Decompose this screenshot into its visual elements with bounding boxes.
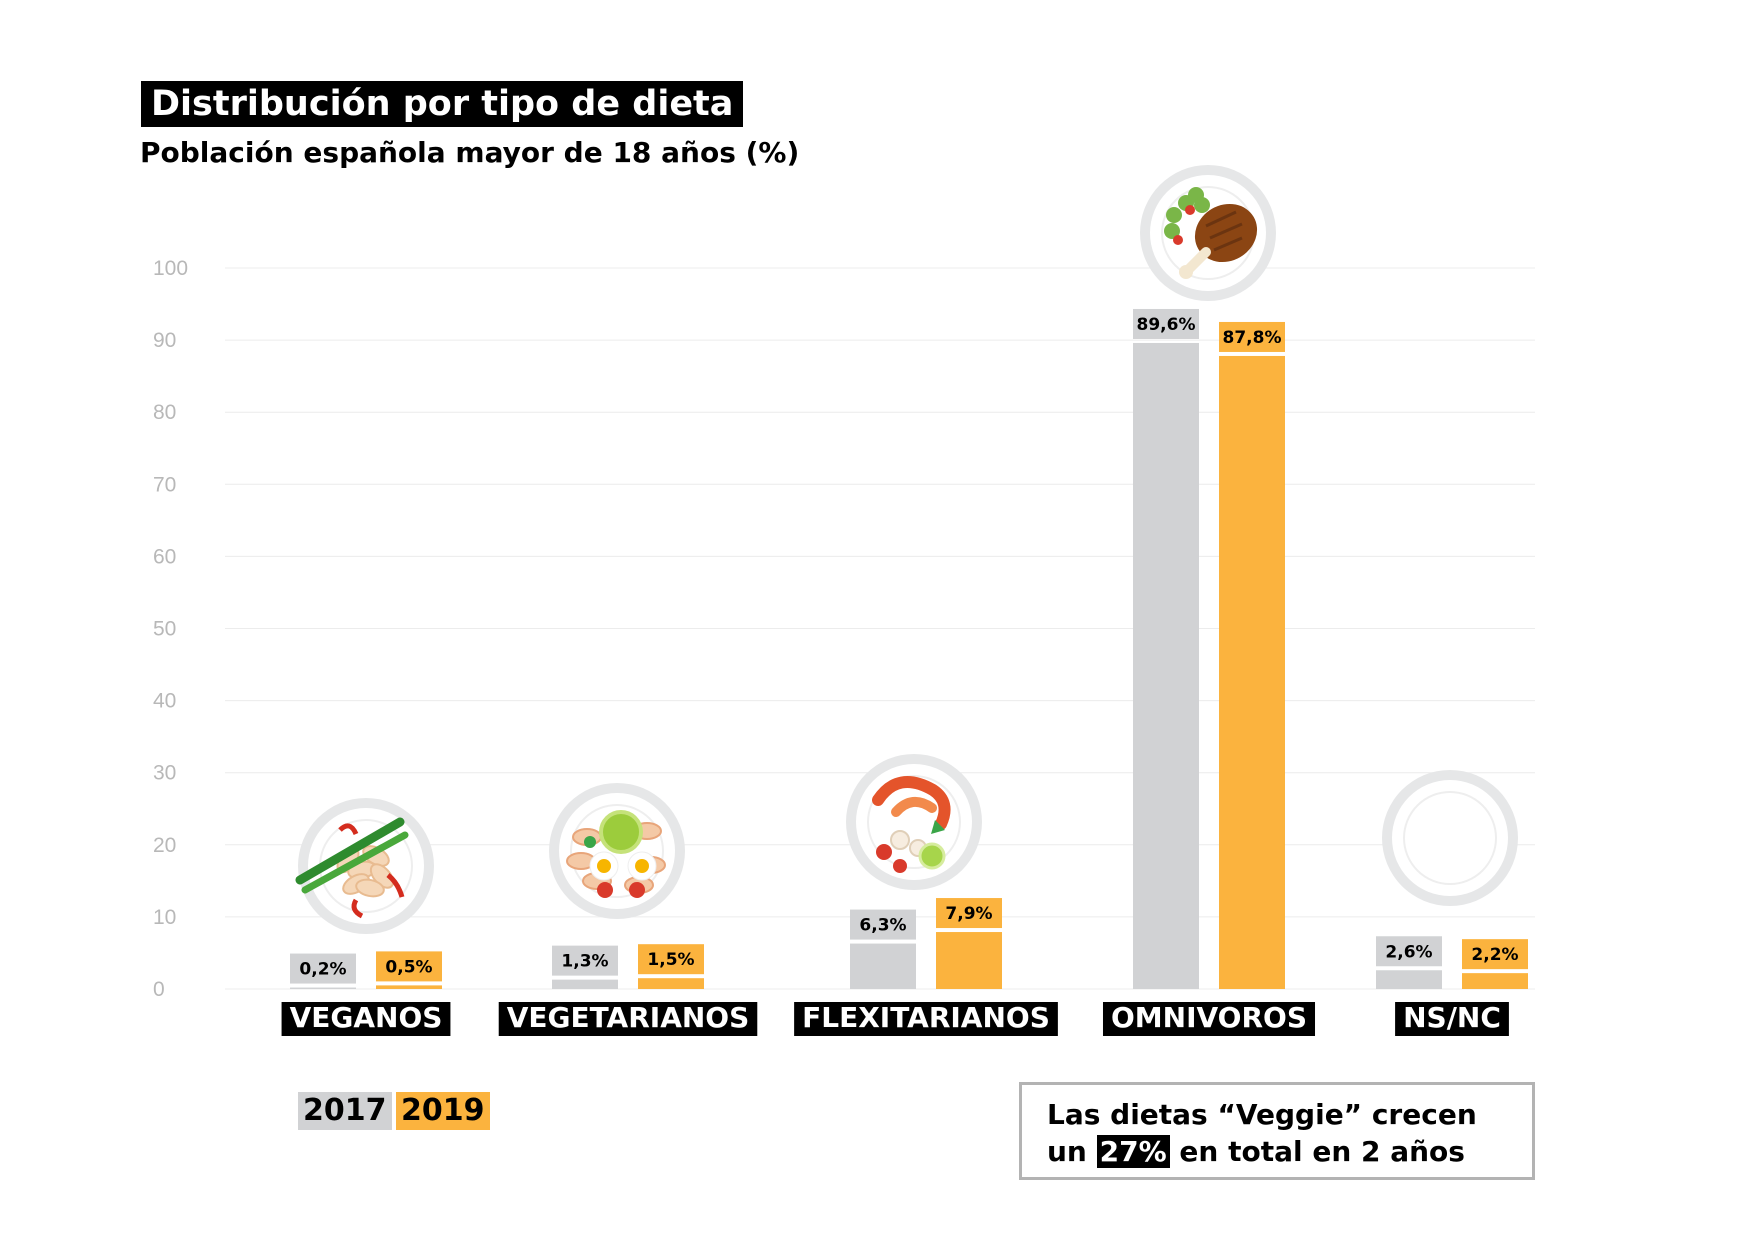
y-tick-label: 90 [153, 329, 176, 352]
data-label: 0,2% [299, 960, 346, 980]
y-tick-label: 80 [153, 401, 176, 424]
data-label-bg [376, 951, 442, 982]
bar [936, 932, 1002, 989]
bar-2017-1: 1,3% [552, 945, 618, 989]
bar-2017-3: 89,6% [1133, 308, 1199, 989]
data-label: 2,6% [1385, 942, 1432, 962]
bar-2017-4: 2,6% [1376, 936, 1442, 989]
y-tick-label: 100 [153, 257, 188, 280]
bar-2017-0: 0,2% [290, 953, 356, 989]
data-label: 7,9% [945, 904, 992, 924]
category-label-2: FLEXITARIANOS [794, 1001, 1058, 1036]
bar-2019-2: 7,9% [936, 898, 1002, 989]
note-line-2-post: en total en 2 años [1179, 1135, 1465, 1168]
empty-plate-icon [1382, 770, 1518, 906]
bar [638, 978, 704, 989]
bar-2019-1: 1,5% [638, 944, 704, 989]
y-tick-label: 60 [153, 545, 176, 568]
y-tick-label: 40 [153, 690, 176, 713]
bar [1219, 355, 1285, 989]
legend-2017: 2017 [298, 1092, 392, 1130]
data-label: 1,3% [561, 952, 608, 972]
bar-2019-0: 0,5% [376, 951, 442, 989]
y-tick-label: 70 [153, 473, 176, 496]
category-text: VEGANOS [290, 1001, 443, 1034]
data-label-bg [1376, 936, 1442, 967]
category-label-bg [1395, 1002, 1509, 1036]
y-tick-label: 0 [153, 978, 165, 1001]
category-labels: VEGANOS VEGETARIANOS FLEXITARIANOS OMNIVORO… [281, 1001, 1509, 1036]
category-label-bg [498, 1002, 758, 1036]
bar [1376, 970, 1442, 989]
data-label: 2,2% [1471, 945, 1518, 965]
category-text: NS/NC [1403, 1001, 1501, 1034]
bar [1133, 342, 1199, 989]
vegetarian-salad-plate-icon [549, 783, 685, 919]
data-label-bg [638, 944, 704, 975]
category-text: VEGETARIANOS [507, 1001, 750, 1034]
legend-2019: 2019 [396, 1092, 490, 1130]
category-label-4: NS/NC [1395, 1001, 1509, 1036]
category-label-bg [281, 1002, 451, 1036]
bar-2019-4: 2,2% [1462, 939, 1528, 989]
data-label-bg [552, 945, 618, 976]
category-label-bg [794, 1002, 1058, 1036]
y-tick-label: 50 [153, 618, 176, 641]
data-label: 0,5% [385, 957, 432, 977]
data-label-bg [1133, 308, 1199, 339]
bar-2017-2: 6,3% [850, 909, 916, 989]
data-label-bg [1219, 321, 1285, 352]
data-label: 6,3% [859, 916, 906, 936]
category-text: FLEXITARIANOS [802, 1001, 1050, 1034]
bar [850, 943, 916, 989]
seafood-plate-icon [846, 754, 982, 890]
plate-icons [295, 165, 1518, 934]
category-label-3: OMNIVOROS [1102, 1001, 1316, 1036]
bar [376, 985, 442, 989]
data-label: 87,8% [1223, 328, 1282, 348]
y-tick-label: 10 [153, 906, 176, 929]
category-label-0: VEGANOS [281, 1001, 451, 1036]
category-label-1: VEGETARIANOS [498, 1001, 758, 1036]
note-line-2: un 27% en total en 2 años [1047, 1135, 1465, 1169]
chart-subtitle: Población española mayor de 18 años (%) [140, 136, 800, 169]
chart-title: Distribución por tipo de dieta [141, 81, 744, 127]
bar-2019-3: 87,8% [1219, 321, 1285, 989]
note-line-2-pre: un [1047, 1135, 1087, 1168]
note-line-1: Las dietas “Veggie” crecen [1047, 1098, 1477, 1131]
category-text: OMNIVOROS [1111, 1001, 1307, 1034]
bars: 0,2% 0,5% 1,3% 1,5% 6,3% 7,9% 89,6% 87,8% 2,6% 2,… [290, 308, 1528, 989]
highlight-note: Las dietas “Veggie” crecen un 27% en tot… [1019, 1082, 1535, 1180]
grid-lines [225, 267, 1535, 990]
category-label-bg [1102, 1002, 1316, 1036]
vegan-pasta-plate-icon [295, 798, 434, 934]
note-highlight-percent: 27% [1096, 1135, 1170, 1168]
y-tick-label: 20 [153, 834, 176, 857]
bar [290, 987, 356, 989]
y-tick-label: 30 [153, 762, 176, 785]
bar [552, 979, 618, 989]
data-label-bg [850, 909, 916, 940]
data-label-bg [936, 898, 1002, 929]
data-label: 1,5% [647, 950, 694, 970]
y-axis-ticks: 0 10 20 30 40 50 60 70 80 90 100 [153, 257, 188, 1001]
data-label: 89,6% [1137, 315, 1196, 335]
meat-plate-icon [1140, 165, 1276, 301]
data-label-bg [290, 953, 356, 984]
bar [1462, 973, 1528, 989]
data-label-bg [1462, 939, 1528, 970]
